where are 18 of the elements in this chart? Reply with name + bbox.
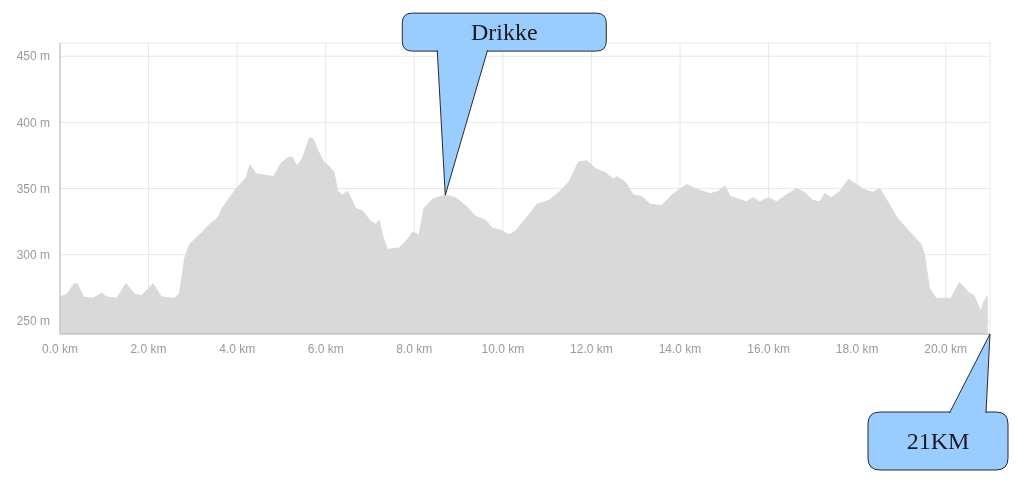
x-tick-label: 12.0 km [570, 341, 613, 356]
x-tick-label: 2.0 km [130, 341, 167, 356]
y-tick-label: 350 m [16, 181, 50, 196]
text: 21KM [906, 428, 970, 454]
y-tick-label: 450 m [16, 49, 50, 64]
x-tick-label: 20.0 km [924, 341, 968, 356]
x-tick-label: 18.0 km [835, 341, 879, 356]
x-tick-label: 16.0 km [747, 341, 790, 356]
y-tick-label: 300 m [16, 247, 50, 262]
x-tick-label: 8.0 km [396, 341, 433, 356]
x-tick-label: 14.0 km [658, 341, 702, 356]
y-tick-label: 400 m [16, 115, 50, 130]
x-tick-label: 10.0 km [481, 341, 525, 356]
x-tick-label: 0.0 km [41, 341, 79, 356]
x-tick-label: 6.0 km [307, 341, 344, 356]
y-tick-label: 250 m [16, 314, 50, 329]
annotation: Drikke [470, 19, 538, 46]
x-tick-label: 4.0 km [219, 341, 256, 356]
